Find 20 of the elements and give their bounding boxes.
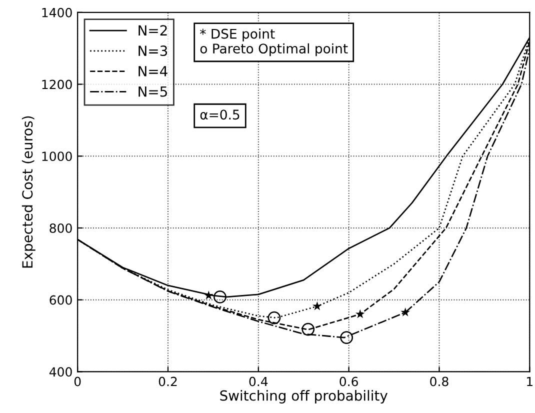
annotation: α=0.5 <box>200 110 240 120</box>
y-tick-label: 1000 <box>42 152 72 162</box>
y-tick-label: 1400 <box>42 8 72 18</box>
x-tick-label: 1 <box>527 376 532 386</box>
x-axis-title: Switching off probability <box>220 390 388 404</box>
x-tick-label: 0 <box>74 376 81 386</box>
y-tick-label: 1200 <box>42 80 72 90</box>
y-axis-title: Expected Cost (euros) <box>22 116 36 268</box>
x-tick-label: 0.2 <box>158 376 177 386</box>
x-tick-label: 0.4 <box>249 376 268 386</box>
legend-label: N=5 <box>138 86 167 97</box>
annotation: * DSE point o Pareto Optimal point <box>200 28 348 56</box>
y-tick-label: 800 <box>50 223 72 233</box>
x-tick-label: 0.6 <box>340 376 358 386</box>
x-tick-label: 0.8 <box>430 376 448 386</box>
legend-label: N=2 <box>138 25 167 36</box>
y-tick-label: 600 <box>50 295 72 305</box>
y-tick-label: 400 <box>49 367 72 377</box>
legend-label: N=4 <box>138 66 168 76</box>
legend-label: N=3 <box>138 46 168 56</box>
